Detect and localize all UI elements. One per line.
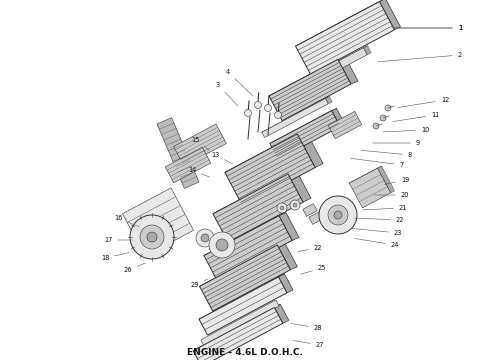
Polygon shape bbox=[349, 166, 382, 183]
Polygon shape bbox=[328, 111, 362, 139]
Circle shape bbox=[216, 239, 228, 251]
Polygon shape bbox=[173, 124, 226, 166]
Polygon shape bbox=[262, 98, 328, 138]
Text: 28: 28 bbox=[291, 323, 322, 331]
Polygon shape bbox=[278, 274, 293, 293]
Polygon shape bbox=[378, 166, 395, 193]
Polygon shape bbox=[325, 96, 332, 104]
Circle shape bbox=[254, 102, 262, 108]
Polygon shape bbox=[277, 242, 297, 270]
Text: 16: 16 bbox=[114, 215, 140, 227]
Text: 10: 10 bbox=[383, 127, 429, 133]
Text: 15: 15 bbox=[191, 137, 210, 150]
Text: 24: 24 bbox=[355, 238, 399, 248]
Circle shape bbox=[265, 104, 271, 112]
Circle shape bbox=[140, 225, 164, 249]
Circle shape bbox=[334, 211, 342, 219]
Polygon shape bbox=[379, 0, 400, 30]
Polygon shape bbox=[199, 277, 287, 335]
Polygon shape bbox=[270, 109, 337, 144]
Text: 1: 1 bbox=[393, 25, 462, 31]
Polygon shape bbox=[193, 307, 283, 360]
Polygon shape bbox=[349, 168, 391, 208]
Circle shape bbox=[196, 229, 214, 247]
Text: 14: 14 bbox=[188, 167, 209, 177]
Polygon shape bbox=[262, 96, 329, 132]
Circle shape bbox=[385, 105, 391, 111]
Polygon shape bbox=[274, 305, 289, 323]
Polygon shape bbox=[193, 305, 280, 351]
Polygon shape bbox=[288, 170, 311, 202]
Text: 8: 8 bbox=[361, 150, 412, 158]
Text: 27: 27 bbox=[293, 341, 324, 348]
Text: 23: 23 bbox=[351, 228, 402, 236]
Polygon shape bbox=[225, 134, 315, 206]
Circle shape bbox=[328, 205, 348, 225]
Circle shape bbox=[130, 215, 174, 259]
Text: 4: 4 bbox=[226, 69, 253, 96]
Circle shape bbox=[274, 112, 281, 118]
Polygon shape bbox=[165, 147, 211, 183]
Polygon shape bbox=[122, 188, 194, 256]
Polygon shape bbox=[297, 130, 323, 167]
Polygon shape bbox=[213, 174, 303, 242]
Text: 13: 13 bbox=[211, 152, 233, 164]
Circle shape bbox=[380, 115, 386, 121]
Text: 12: 12 bbox=[398, 97, 449, 108]
Polygon shape bbox=[364, 46, 371, 55]
Text: 7: 7 bbox=[351, 158, 404, 168]
Text: 11: 11 bbox=[393, 112, 439, 122]
Text: 17: 17 bbox=[104, 237, 132, 243]
Polygon shape bbox=[201, 300, 279, 346]
Polygon shape bbox=[332, 109, 345, 126]
Polygon shape bbox=[199, 245, 291, 311]
Circle shape bbox=[373, 123, 379, 129]
Polygon shape bbox=[338, 56, 358, 84]
Polygon shape bbox=[279, 213, 299, 240]
Polygon shape bbox=[157, 118, 199, 188]
Text: 9: 9 bbox=[373, 140, 420, 146]
Circle shape bbox=[280, 206, 284, 210]
Polygon shape bbox=[204, 213, 286, 256]
Text: ENGINE - 4.6L D.O.H.C.: ENGINE - 4.6L D.O.H.C. bbox=[187, 348, 303, 357]
Polygon shape bbox=[309, 212, 323, 224]
Text: 21: 21 bbox=[363, 205, 407, 211]
Text: 19: 19 bbox=[385, 177, 409, 184]
Polygon shape bbox=[199, 274, 285, 319]
Polygon shape bbox=[303, 204, 317, 216]
Polygon shape bbox=[213, 170, 296, 214]
Circle shape bbox=[319, 196, 357, 234]
Circle shape bbox=[201, 234, 209, 242]
Circle shape bbox=[209, 232, 235, 258]
Text: 2: 2 bbox=[378, 52, 462, 62]
Text: 26: 26 bbox=[124, 263, 146, 273]
Polygon shape bbox=[269, 59, 351, 121]
Text: 22: 22 bbox=[355, 217, 404, 223]
Polygon shape bbox=[269, 56, 345, 96]
Text: 29: 29 bbox=[191, 279, 207, 288]
Text: 25: 25 bbox=[301, 265, 326, 274]
Text: 3: 3 bbox=[216, 82, 238, 106]
Polygon shape bbox=[295, 0, 386, 46]
Polygon shape bbox=[225, 130, 305, 172]
Text: 20: 20 bbox=[375, 192, 409, 198]
Circle shape bbox=[293, 203, 297, 207]
Circle shape bbox=[277, 203, 287, 213]
Polygon shape bbox=[293, 48, 367, 92]
Circle shape bbox=[245, 109, 251, 117]
Text: 18: 18 bbox=[101, 253, 129, 261]
Polygon shape bbox=[199, 242, 284, 286]
Circle shape bbox=[147, 232, 157, 242]
Text: 22: 22 bbox=[298, 245, 322, 252]
Polygon shape bbox=[204, 216, 292, 280]
Polygon shape bbox=[295, 1, 394, 75]
Polygon shape bbox=[293, 46, 368, 85]
Circle shape bbox=[290, 200, 300, 210]
Text: 1: 1 bbox=[393, 25, 462, 31]
Polygon shape bbox=[270, 111, 340, 159]
